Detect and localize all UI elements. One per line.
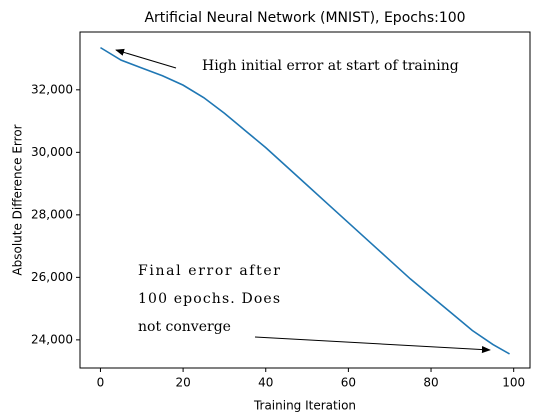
x-tick-label: 0 — [97, 376, 105, 390]
x-tick-label: 60 — [341, 376, 356, 390]
annotation-arrow — [254, 336, 491, 354]
y-axis-label: Absolute Difference Error — [11, 124, 25, 275]
annotation: Final error after — [138, 263, 280, 279]
y-tick-label: 28,000 — [31, 207, 73, 221]
annotation-arrow — [115, 48, 177, 69]
x-tick-label: 40 — [258, 376, 273, 390]
x-tick-label: 80 — [423, 376, 438, 390]
chart-title: Artificial Neural Network (MNIST), Epoch… — [144, 10, 465, 26]
y-tick-label: 30,000 — [31, 145, 73, 159]
y-tick-label: 32,000 — [31, 82, 73, 96]
x-axis-label: Training Iteration — [253, 399, 356, 413]
annotation: 100 epochs. Does — [138, 291, 280, 307]
line-series — [100, 46, 510, 355]
annotation: not converge — [138, 319, 231, 335]
y-tick-label: 26,000 — [31, 270, 73, 284]
x-tick-label: 20 — [175, 376, 190, 390]
plot-frame — [79, 31, 531, 369]
x-tick-label: 100 — [502, 376, 525, 390]
annotation: High initial error at start of training — [202, 58, 459, 74]
y-tick-label: 24,000 — [31, 332, 73, 346]
